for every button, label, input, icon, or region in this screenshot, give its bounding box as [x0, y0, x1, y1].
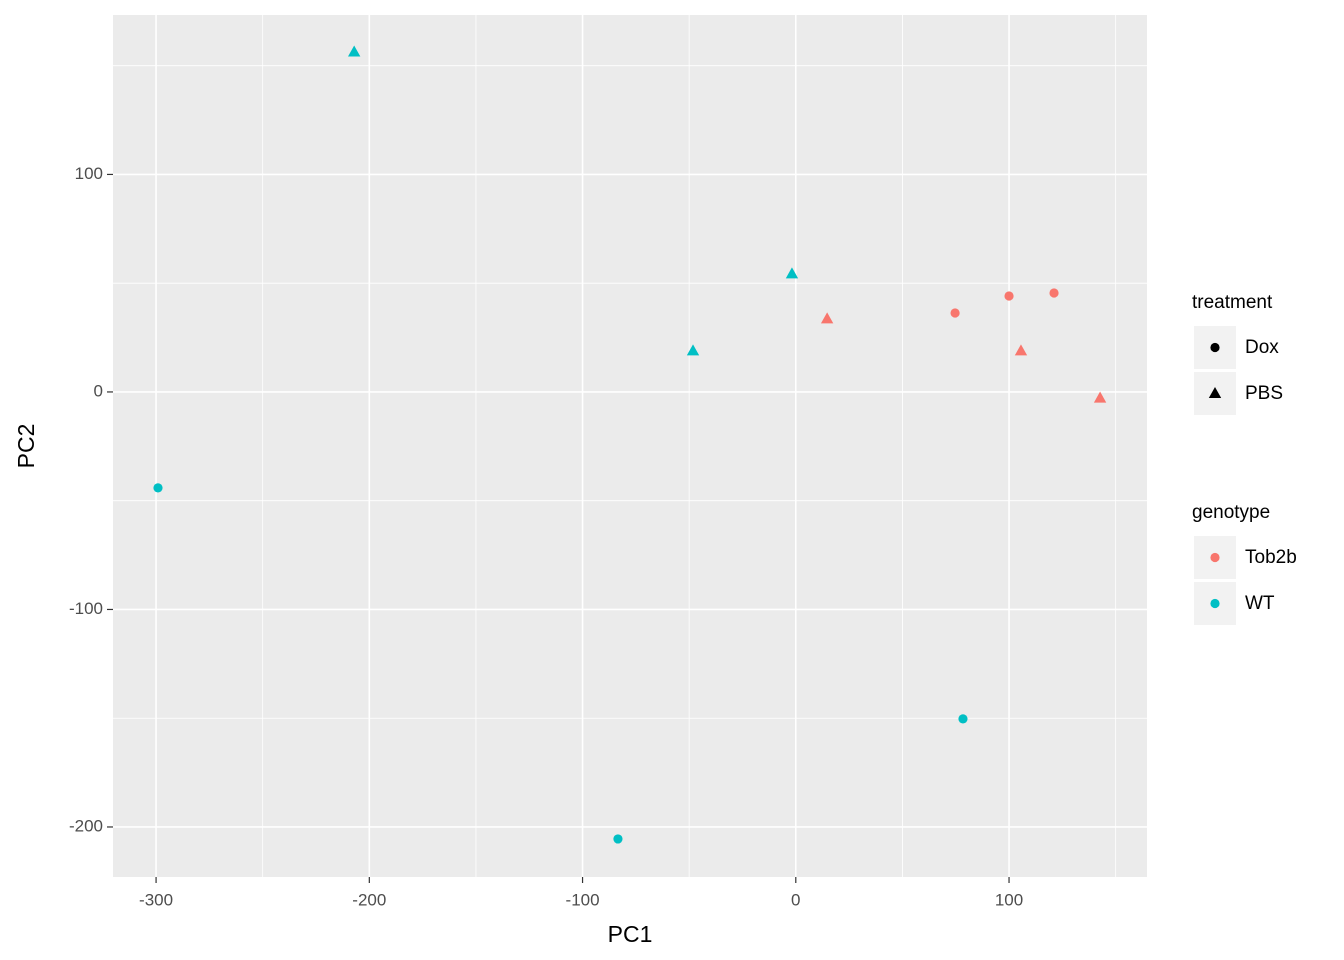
legend-symbol	[1210, 342, 1220, 353]
point	[958, 714, 968, 724]
point	[950, 308, 960, 318]
point	[153, 483, 163, 493]
legend-symbol	[1210, 552, 1220, 563]
point	[686, 344, 700, 356]
panel	[113, 15, 1147, 877]
point	[1093, 391, 1107, 403]
y-tick-label: 0	[94, 381, 103, 400]
point	[785, 267, 799, 279]
legend-symbol	[1210, 598, 1220, 609]
legend-label: WT	[1245, 593, 1275, 614]
point	[1004, 291, 1014, 301]
x-tick-label: -100	[566, 890, 600, 909]
legend-label: PBS	[1245, 383, 1283, 404]
point	[1049, 288, 1059, 298]
point	[347, 45, 361, 57]
legend-label: Dox	[1245, 337, 1279, 358]
legend-label: Tob2b	[1245, 547, 1297, 568]
x-tick-label: 100	[995, 890, 1023, 909]
point	[1014, 344, 1028, 356]
x-tick-label: -300	[139, 890, 173, 909]
point	[820, 312, 834, 324]
marks	[153, 45, 1107, 844]
y-axis-title: PC2	[13, 424, 39, 469]
legend-symbol	[1208, 387, 1222, 399]
grid	[113, 15, 1147, 877]
x-axis-title: PC1	[608, 921, 653, 947]
y-tick-label: -200	[69, 816, 103, 835]
legend-title: treatment	[1192, 292, 1273, 313]
x-tick-label: 0	[791, 890, 800, 909]
y-tick-label: 100	[75, 164, 103, 183]
x-tick-label: -200	[352, 890, 386, 909]
point	[613, 834, 623, 844]
legend-title: genotype	[1192, 502, 1270, 523]
y-tick-label: -100	[69, 599, 103, 618]
